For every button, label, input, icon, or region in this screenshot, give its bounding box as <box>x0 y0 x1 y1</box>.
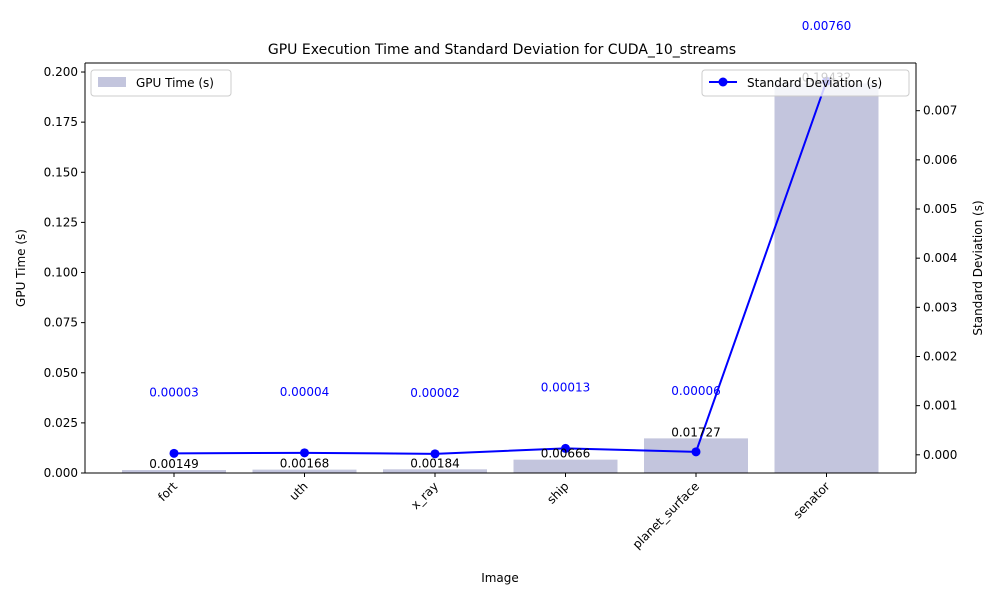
y-axis-left-label: GPU Time (s) <box>14 229 28 307</box>
y-axis-right-label: Standard Deviation (s) <box>971 200 985 335</box>
y-right-tick-label: 0.003 <box>923 300 957 314</box>
legend-bars-swatch <box>98 77 126 87</box>
bar-value-label-uth: 0.00168 <box>280 457 330 471</box>
bar-value-label-x_ray: 0.00184 <box>410 456 460 470</box>
legend-line-marker <box>718 77 728 87</box>
y-right-tick-label: 0.006 <box>923 153 957 167</box>
bar-value-label-planet_surface: 0.01727 <box>671 425 721 439</box>
y-right-tick-label: 0.000 <box>923 448 957 462</box>
bar-x_ray <box>383 469 487 473</box>
legend-bars: GPU Time (s) <box>90 69 232 97</box>
bar-value-label-fort: 0.00149 <box>149 457 199 471</box>
y-left-tick-label: 0.075 <box>44 316 78 330</box>
y-left-tick-label: 0.000 <box>44 466 78 480</box>
std-dev-point-x_ray <box>430 449 440 459</box>
std-dev-point-fort <box>169 448 179 458</box>
y-right-tick-label: 0.002 <box>923 349 957 363</box>
y-right-tick-label: 0.004 <box>923 251 957 265</box>
bars-layer <box>122 83 879 473</box>
x-axis-label: Image <box>481 571 519 585</box>
y-left-tick-label: 0.200 <box>44 65 78 79</box>
bar-senator <box>774 83 879 473</box>
bar-ship <box>513 459 618 473</box>
std-dev-value-label-fort: 0.00003 <box>149 385 199 399</box>
std-dev-value-label-planet_surface: 0.00006 <box>671 384 721 398</box>
legend-line: Standard Deviation (s) <box>701 69 910 97</box>
y-left-tick-label: 0.050 <box>44 366 78 380</box>
y-left-tick-label: 0.175 <box>44 115 78 129</box>
std-dev-value-label-ship: 0.00013 <box>541 380 591 394</box>
std-dev-line <box>173 80 828 455</box>
std-dev-point-uth <box>300 448 309 458</box>
std-dev-value-label-uth: 0.00004 <box>280 385 330 399</box>
y-right-tick-label: 0.001 <box>923 399 957 413</box>
legend-bars-label: GPU Time (s) <box>136 76 214 90</box>
y-right-tick-label: 0.007 <box>923 104 957 118</box>
legend-line-label: Standard Deviation (s) <box>747 76 882 90</box>
bar-uth <box>252 469 357 473</box>
y-left-tick-label: 0.125 <box>44 215 78 229</box>
y-left-tick-label: 0.150 <box>44 165 78 179</box>
std-dev-point-planet_surface <box>691 447 701 457</box>
chart-title: GPU Execution Time and Standard Deviatio… <box>268 42 736 58</box>
std-dev-value-label-x_ray: 0.00002 <box>410 386 460 400</box>
y-left-tick-label: 0.100 <box>44 266 78 280</box>
std-dev-value-label-senator: 0.00760 <box>802 19 852 33</box>
bar-fort <box>122 470 226 473</box>
y-left-tick-label: 0.025 <box>44 416 78 430</box>
y-right-tick-label: 0.005 <box>923 202 957 216</box>
std-dev-point-ship <box>561 443 570 453</box>
bar-value-label-ship: 0.00666 <box>541 447 591 461</box>
